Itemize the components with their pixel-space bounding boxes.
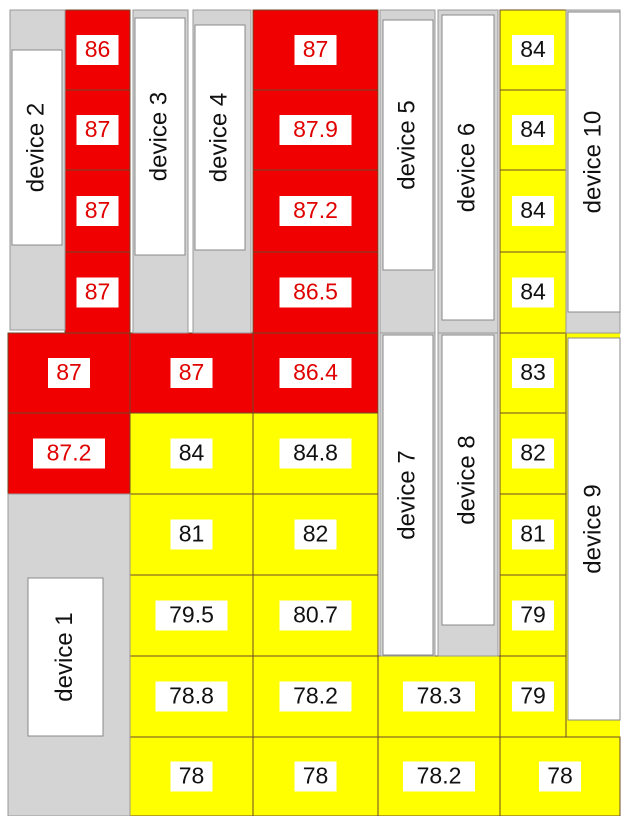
cell [64, 169, 131, 253]
device-label: device 8 [453, 435, 480, 524]
cell-value: 79 [520, 602, 546, 628]
device-label: device 10 [579, 111, 606, 214]
value-box [512, 438, 554, 469]
value-box [170, 358, 213, 388]
cell-value: 84 [520, 279, 546, 305]
value-box [279, 438, 352, 469]
value-box [170, 761, 213, 792]
cell-value: 84 [520, 36, 546, 62]
cell-value: 79.5 [169, 602, 214, 628]
cell-value: 87 [85, 197, 111, 223]
device-label: device 5 [393, 100, 420, 189]
value-box [512, 681, 554, 712]
value-box [76, 35, 119, 65]
cell-value: 84 [520, 197, 546, 223]
value-box [155, 681, 228, 712]
value-box [279, 115, 352, 145]
value-box [170, 438, 213, 469]
cell-value: 78 [547, 763, 573, 789]
cell-value: 87 [56, 359, 82, 385]
device-box [134, 17, 186, 256]
value-box [294, 519, 337, 550]
device-box [382, 334, 434, 656]
cell-value: 84 [179, 440, 205, 466]
value-box [539, 761, 581, 792]
cell-value: 82 [520, 440, 546, 466]
cell-value: 78.2 [417, 763, 462, 789]
device-box [11, 49, 63, 246]
device-box [441, 14, 495, 321]
device-box [567, 337, 621, 721]
device-label: device 4 [205, 93, 232, 182]
device-label: device 1 [51, 612, 78, 701]
value-box [512, 600, 554, 631]
cell-value: 84.8 [293, 440, 338, 466]
device-label: device 7 [393, 450, 420, 539]
value-box [512, 277, 554, 308]
value-box [512, 35, 554, 65]
value-box [155, 600, 228, 631]
cell-value: 82 [303, 521, 329, 547]
cell-value: 87.2 [293, 197, 338, 223]
cell-value: 86.4 [293, 359, 338, 385]
value-box [279, 358, 352, 388]
value-box [170, 519, 213, 550]
cell-value: 87 [179, 359, 205, 385]
cell-value: 79 [520, 683, 546, 709]
cell-value: 80.7 [293, 602, 338, 628]
cell-value: 78.8 [169, 683, 214, 709]
cell-value: 78.2 [293, 683, 338, 709]
value-box [48, 358, 90, 388]
device-label: device 6 [453, 123, 480, 212]
device-box [194, 24, 246, 251]
device-label: device 9 [579, 484, 606, 573]
cell-value: 87.9 [293, 116, 338, 142]
cell-value: 78 [303, 763, 329, 789]
value-box [33, 438, 105, 469]
value-box [279, 277, 352, 308]
value-box [294, 35, 337, 65]
value-box [512, 115, 554, 145]
cell [499, 332, 567, 414]
device-box [27, 577, 104, 737]
cell-value: 87 [303, 36, 329, 62]
cell-value: 83 [520, 359, 546, 385]
device-label: device 3 [145, 92, 172, 181]
value-box [294, 761, 337, 792]
value-box [403, 761, 475, 792]
cell-value: 78 [179, 763, 205, 789]
cell-value: 81 [520, 521, 546, 547]
cell-value: 86 [85, 36, 111, 62]
cell-value: 87 [85, 116, 111, 142]
device-box [382, 19, 434, 271]
cell-value: 86.5 [293, 279, 338, 305]
cell-value: 87 [85, 279, 111, 305]
value-box [279, 600, 352, 631]
cell-value: 81 [179, 521, 205, 547]
value-box [512, 358, 554, 388]
value-box [76, 277, 119, 308]
cell-value: 78.3 [417, 683, 462, 709]
cell-value: 84 [520, 116, 546, 142]
value-box [279, 681, 352, 712]
value-box [512, 196, 554, 226]
value-box [512, 519, 554, 550]
device-label: device 2 [22, 103, 49, 192]
value-box [279, 196, 352, 226]
device-box [441, 334, 495, 626]
value-box [76, 115, 119, 145]
value-box [403, 681, 475, 712]
value-box [76, 196, 119, 226]
device-box [567, 11, 621, 313]
cell-value: 87.2 [47, 440, 92, 466]
